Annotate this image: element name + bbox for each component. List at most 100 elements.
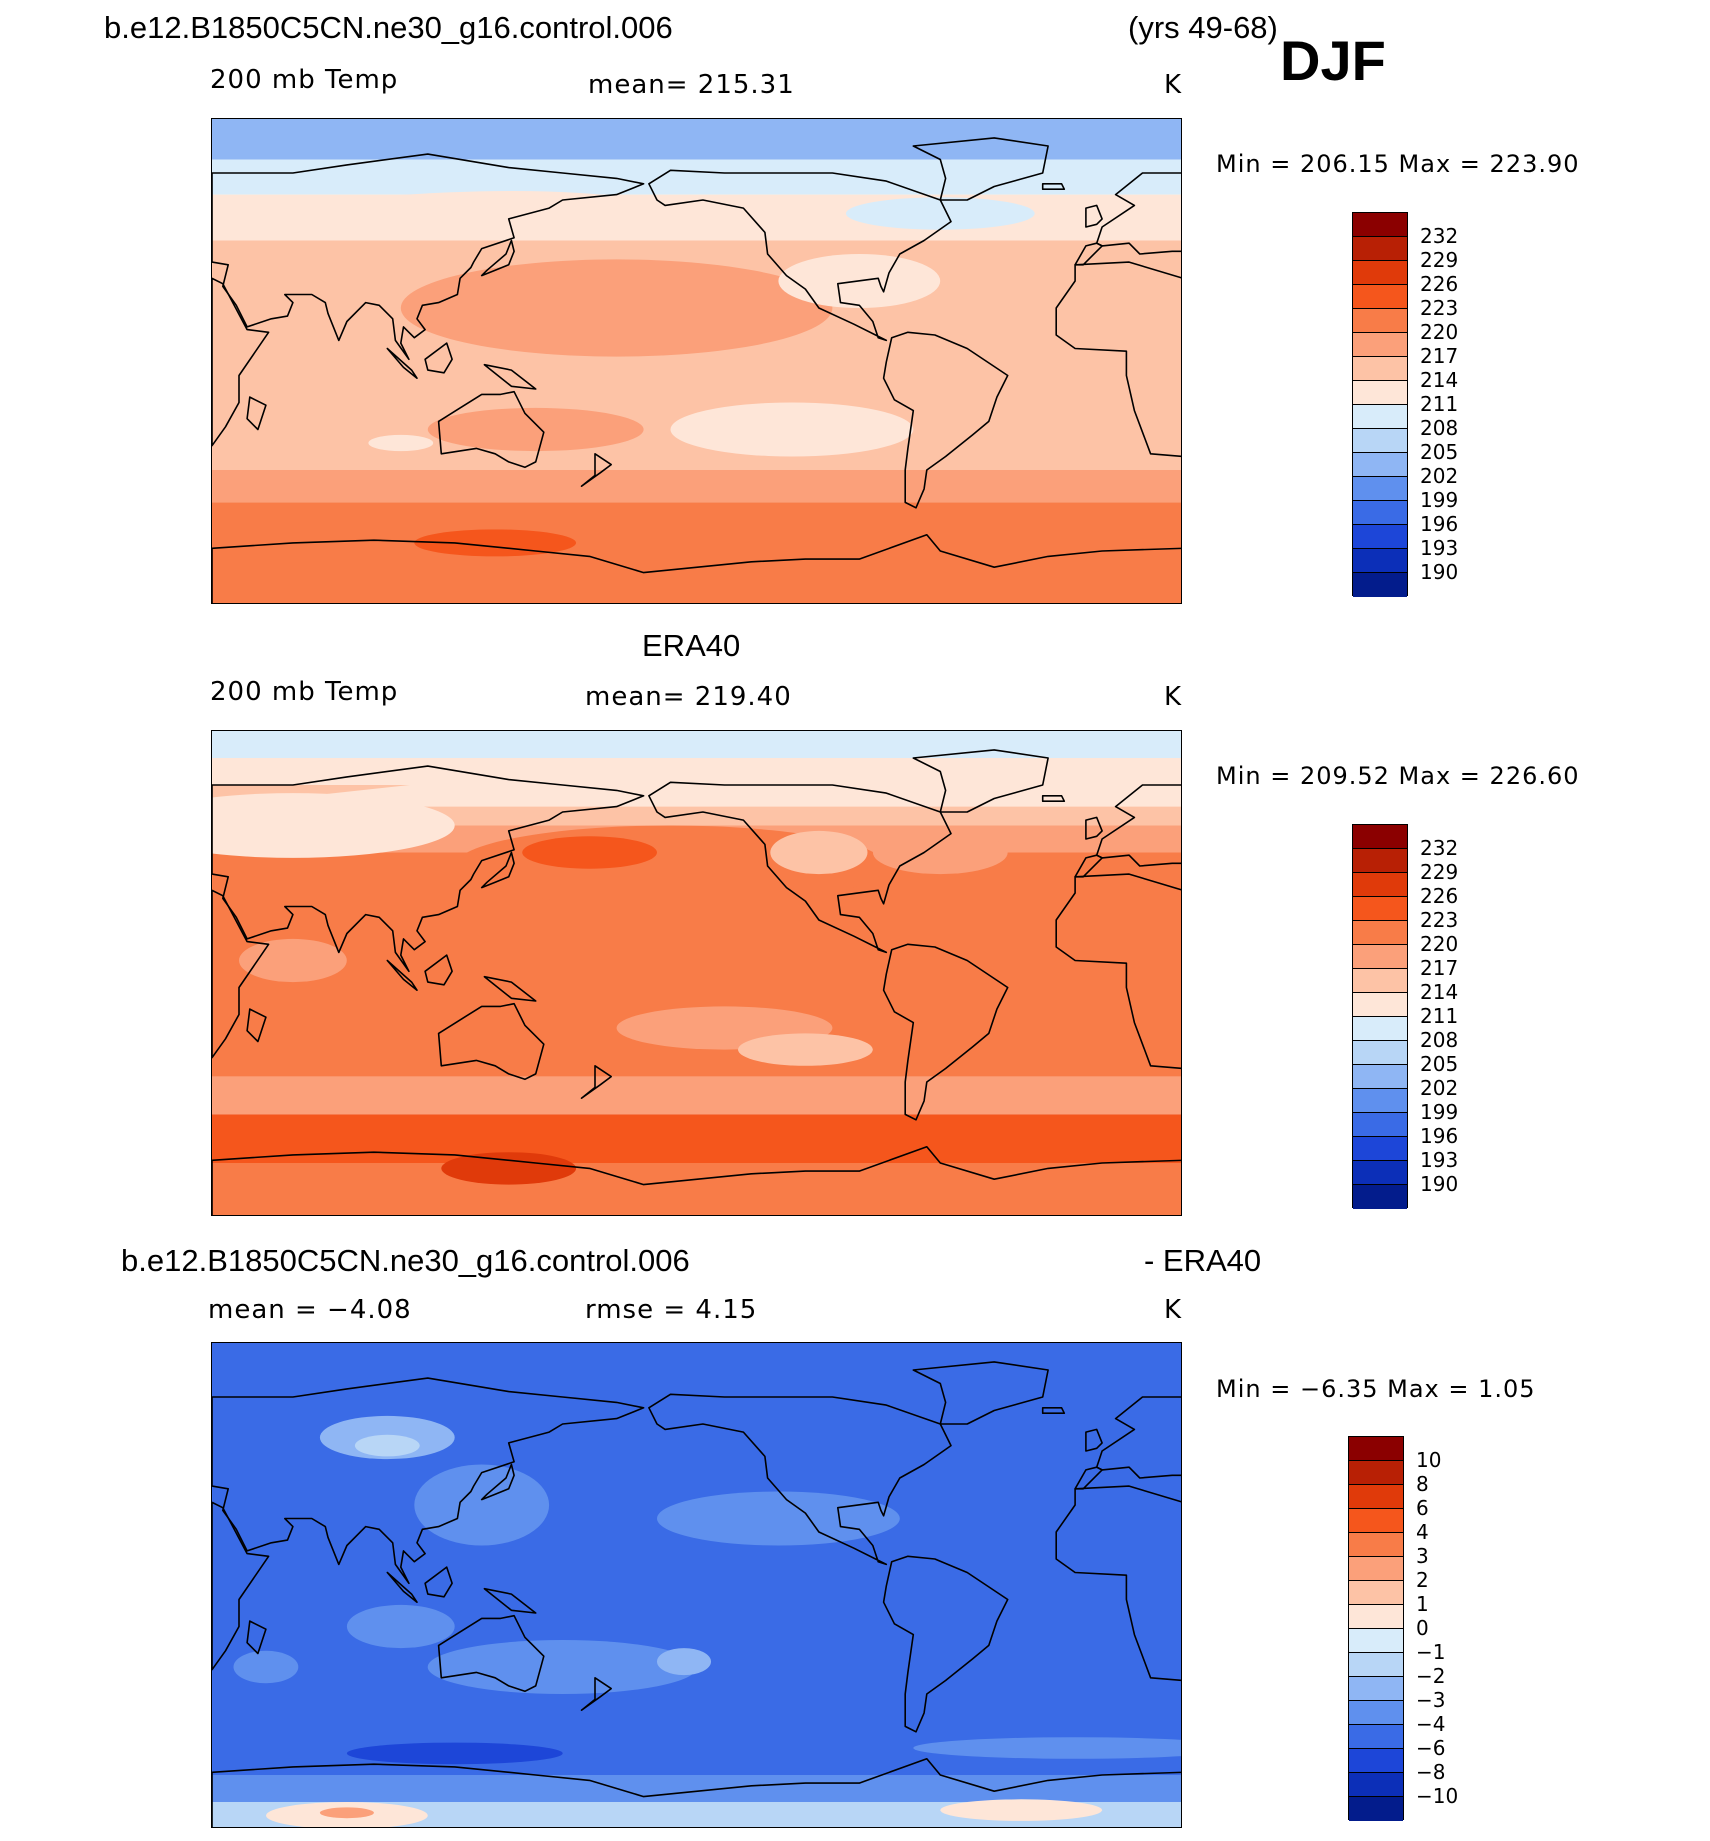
colorbar-swatch	[1353, 849, 1407, 873]
colorbar-swatch	[1353, 1065, 1407, 1089]
colorbar-label: 211	[1420, 1004, 1459, 1028]
colorbar-label: 229	[1420, 248, 1459, 272]
colorbar-label: 6	[1416, 1496, 1429, 1520]
colorbar-swatch	[1349, 1653, 1403, 1677]
colorbar-label: −3	[1416, 1688, 1446, 1712]
colorbar-label: 196	[1420, 1124, 1459, 1148]
colorbar-swatch	[1353, 573, 1407, 597]
panel1-var-label: 200 mb Temp	[210, 65, 399, 95]
colorbar-swatch	[1353, 825, 1407, 849]
colorbar-swatch	[1353, 1161, 1407, 1185]
colorbar-label: 220	[1420, 932, 1459, 956]
colorbar-label: 199	[1420, 488, 1459, 512]
colorbar-label: 8	[1416, 1472, 1429, 1496]
panel1-map	[211, 118, 1182, 604]
colorbar-swatch	[1353, 1017, 1407, 1041]
colorbar-swatch	[1353, 1113, 1407, 1137]
colorbar-swatch	[1353, 309, 1407, 333]
colorbar-label: 217	[1420, 956, 1459, 980]
colorbar-label: 190	[1420, 1172, 1459, 1196]
colorbar-label: 10	[1416, 1448, 1442, 1472]
contour-fill	[212, 119, 1181, 603]
colorbar-label: 232	[1420, 836, 1459, 860]
colorbar-swatch	[1353, 1185, 1407, 1209]
colorbar-label: 0	[1416, 1616, 1429, 1640]
colorbar-label: 193	[1420, 1148, 1459, 1172]
colorbar-label: 217	[1420, 344, 1459, 368]
panel2-mean: mean= 219.40	[585, 682, 792, 712]
colorbar-swatch	[1353, 873, 1407, 897]
colorbar-label: 232	[1420, 224, 1459, 248]
colorbar-swatch	[1353, 1041, 1407, 1065]
panel1-colorbar	[1352, 212, 1408, 597]
colorbar-swatch	[1353, 453, 1407, 477]
case-title: b.e12.B1850C5CN.ne30_g16.control.006	[104, 10, 673, 45]
colorbar-swatch	[1349, 1701, 1403, 1725]
colorbar-swatch	[1353, 405, 1407, 429]
panel3-title-right: - ERA40	[1144, 1243, 1262, 1278]
panel3-colorbar	[1348, 1436, 1404, 1821]
colorbar-swatch	[1353, 261, 1407, 285]
colorbar-swatch	[1349, 1485, 1403, 1509]
colorbar-label: 3	[1416, 1544, 1429, 1568]
coastlines	[212, 1361, 1181, 1827]
colorbar-label: 205	[1420, 1052, 1459, 1076]
panel1-units: K	[1164, 70, 1183, 100]
colorbar-label: −2	[1416, 1664, 1446, 1688]
colorbar-swatch	[1353, 501, 1407, 525]
colorbar-swatch	[1349, 1749, 1403, 1773]
panel1-mean: mean= 215.31	[588, 70, 795, 100]
panel2-colorbar	[1352, 824, 1408, 1209]
colorbar-swatch	[1349, 1461, 1403, 1485]
colorbar-swatch	[1349, 1773, 1403, 1797]
contour-fill	[212, 731, 1181, 1215]
colorbar-label: 199	[1420, 1100, 1459, 1124]
colorbar-label: 226	[1420, 272, 1459, 296]
colorbar-label: 220	[1420, 320, 1459, 344]
colorbar-label: 2	[1416, 1568, 1429, 1592]
colorbar-label: 1	[1416, 1592, 1429, 1616]
colorbar-swatch	[1349, 1725, 1403, 1749]
colorbar-swatch	[1353, 357, 1407, 381]
colorbar-label: 202	[1420, 464, 1459, 488]
panel1-minmax: Min = 206.15 Max = 223.90	[1216, 150, 1580, 178]
colorbar-swatch	[1353, 213, 1407, 237]
colorbar-swatch	[1353, 525, 1407, 549]
season-label: DJF	[1280, 29, 1386, 92]
colorbar-label: 196	[1420, 512, 1459, 536]
colorbar-label: 229	[1420, 860, 1459, 884]
colorbar-label: 214	[1420, 368, 1459, 392]
colorbar-swatch	[1349, 1605, 1403, 1629]
colorbar-label: 223	[1420, 296, 1459, 320]
colorbar-label: −6	[1416, 1736, 1446, 1760]
colorbar-swatch	[1353, 549, 1407, 573]
panel2-var-label: 200 mb Temp	[210, 677, 399, 707]
colorbar-label: 190	[1420, 560, 1459, 584]
panel3-units: K	[1164, 1295, 1183, 1325]
colorbar-swatch	[1353, 1137, 1407, 1161]
coastlines	[212, 137, 1181, 603]
colorbar-swatch	[1353, 945, 1407, 969]
panel3-map	[211, 1342, 1182, 1828]
colorbar-label: 208	[1420, 416, 1459, 440]
colorbar-label: 205	[1420, 440, 1459, 464]
colorbar-label: 211	[1420, 392, 1459, 416]
colorbar-swatch	[1353, 237, 1407, 261]
panel2-minmax: Min = 209.52 Max = 226.60	[1216, 762, 1580, 790]
colorbar-swatch	[1349, 1557, 1403, 1581]
panel2-units: K	[1164, 682, 1183, 712]
colorbar-label: 4	[1416, 1520, 1429, 1544]
colorbar-label: 193	[1420, 536, 1459, 560]
colorbar-label: 226	[1420, 884, 1459, 908]
colorbar-label: 214	[1420, 980, 1459, 1004]
colorbar-swatch	[1353, 897, 1407, 921]
panel3-rmse: rmse = 4.15	[585, 1295, 758, 1325]
colorbar-swatch	[1353, 1089, 1407, 1113]
colorbar-swatch	[1349, 1581, 1403, 1605]
colorbar-swatch	[1353, 477, 1407, 501]
colorbar-swatch	[1353, 921, 1407, 945]
colorbar-swatch	[1349, 1629, 1403, 1653]
panel3-title: b.e12.B1850C5CN.ne30_g16.control.006	[121, 1243, 690, 1278]
colorbar-label: −10	[1416, 1784, 1459, 1808]
colorbar-swatch	[1353, 381, 1407, 405]
